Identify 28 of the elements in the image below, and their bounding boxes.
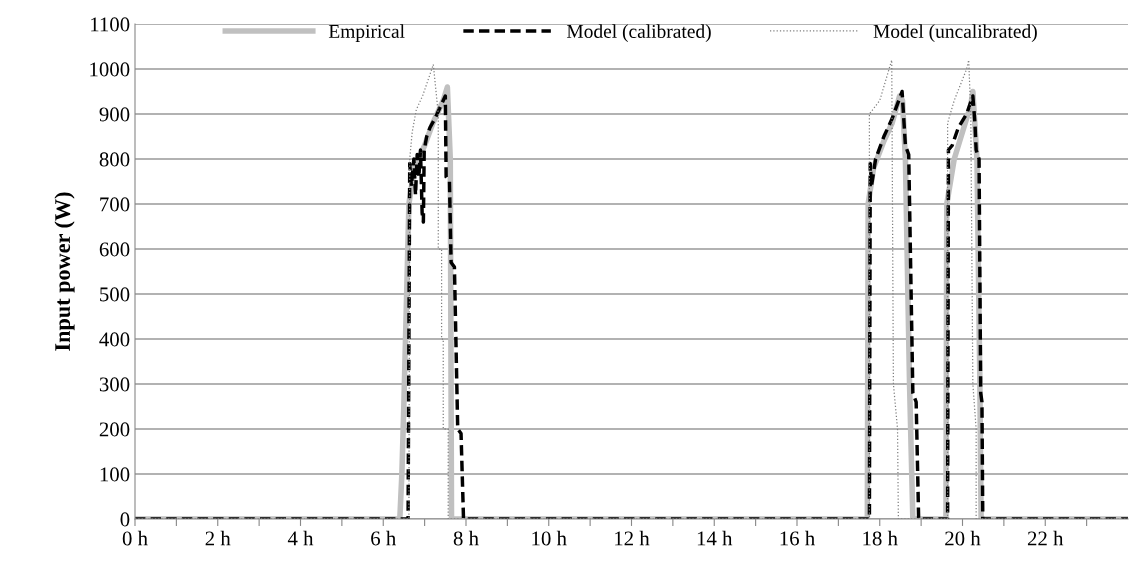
x-tick-label: 16 h — [780, 530, 815, 546]
y-tick-label: 800 — [99, 152, 130, 167]
x-tick-label: 6 h — [371, 530, 396, 546]
legend-label: Empirical — [328, 24, 405, 42]
x-tick-label: 2 h — [205, 530, 231, 546]
y-axis-title: Input power (W) — [54, 192, 75, 351]
x-tick-label: 4 h — [287, 530, 314, 546]
y-tick-label: 300 — [99, 377, 130, 392]
x-tick-label: 0 h — [122, 530, 148, 546]
x-tick-label: 18 h — [863, 530, 898, 546]
legend-label: Model (calibrated) — [566, 24, 711, 42]
y-tick-label: 100 — [100, 467, 130, 482]
y-tick-label: 1000 — [90, 62, 130, 77]
y-tick-label: 1100 — [91, 17, 130, 32]
x-tick-label: 12 h — [615, 530, 650, 546]
y-tick-label: 200 — [99, 422, 130, 437]
x-tick-label: 22 h — [1027, 530, 1064, 546]
x-tick-label: 14 h — [697, 530, 733, 546]
x-tick-label: 8 h — [453, 530, 479, 546]
y-tick-label: 400 — [99, 332, 130, 347]
legend-label: Model (uncalibrated) — [873, 24, 1037, 42]
y-tick-label: 0 — [120, 512, 130, 527]
y-tick-label: 900 — [99, 107, 130, 122]
x-tick-label: 20 h — [945, 530, 981, 546]
x-tick-label: 10 h — [532, 530, 567, 546]
y-tick-label: 600 — [99, 242, 130, 257]
y-tick-label: 500 — [100, 287, 130, 302]
y-tick-label: 700 — [100, 197, 130, 212]
